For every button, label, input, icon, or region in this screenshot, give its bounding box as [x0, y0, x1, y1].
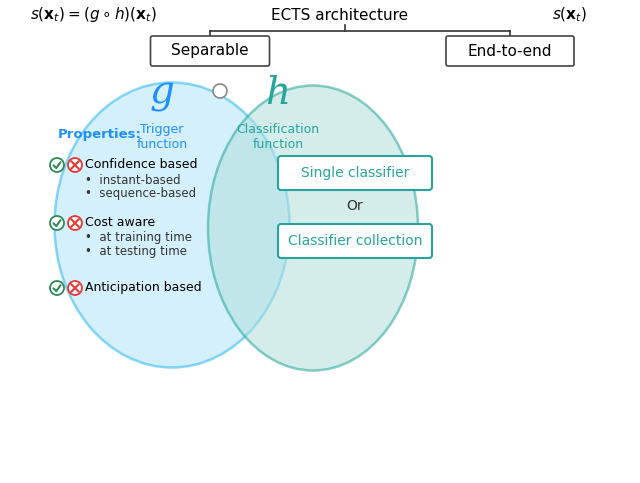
- Ellipse shape: [208, 85, 418, 370]
- Text: •  sequence-based: • sequence-based: [85, 186, 196, 199]
- Text: Trigger
function: Trigger function: [136, 123, 188, 151]
- Text: Separable: Separable: [171, 43, 249, 58]
- Text: •  at testing time: • at testing time: [85, 244, 187, 257]
- Text: Classifier collection: Classifier collection: [288, 234, 422, 248]
- Text: Or: Or: [347, 199, 364, 213]
- FancyBboxPatch shape: [278, 224, 432, 258]
- Circle shape: [213, 84, 227, 98]
- FancyBboxPatch shape: [278, 156, 432, 190]
- Text: ECTS architecture: ECTS architecture: [271, 8, 408, 23]
- FancyBboxPatch shape: [446, 36, 574, 66]
- Circle shape: [50, 281, 64, 295]
- Text: Anticipation based: Anticipation based: [85, 282, 202, 295]
- Circle shape: [50, 216, 64, 230]
- FancyBboxPatch shape: [150, 36, 269, 66]
- Text: Confidence based: Confidence based: [85, 158, 198, 171]
- Text: h: h: [266, 74, 291, 112]
- Circle shape: [68, 216, 82, 230]
- Text: Single classifier: Single classifier: [301, 166, 409, 180]
- Text: Classification
function: Classification function: [236, 123, 319, 151]
- Text: Cost aware: Cost aware: [85, 216, 155, 229]
- Ellipse shape: [54, 83, 289, 368]
- Circle shape: [68, 281, 82, 295]
- Text: $s(\mathbf{x}_t) = (g \circ h)(\mathbf{x}_t)$: $s(\mathbf{x}_t) = (g \circ h)(\mathbf{x…: [30, 5, 157, 25]
- Circle shape: [50, 158, 64, 172]
- Text: •  instant-based: • instant-based: [85, 173, 180, 186]
- Circle shape: [68, 158, 82, 172]
- Text: •  at training time: • at training time: [85, 231, 192, 244]
- Text: End-to-end: End-to-end: [468, 43, 552, 58]
- Text: g: g: [150, 74, 175, 112]
- Text: Properties:: Properties:: [58, 128, 142, 141]
- Text: $s(\mathbf{x}_t)$: $s(\mathbf{x}_t)$: [552, 6, 588, 24]
